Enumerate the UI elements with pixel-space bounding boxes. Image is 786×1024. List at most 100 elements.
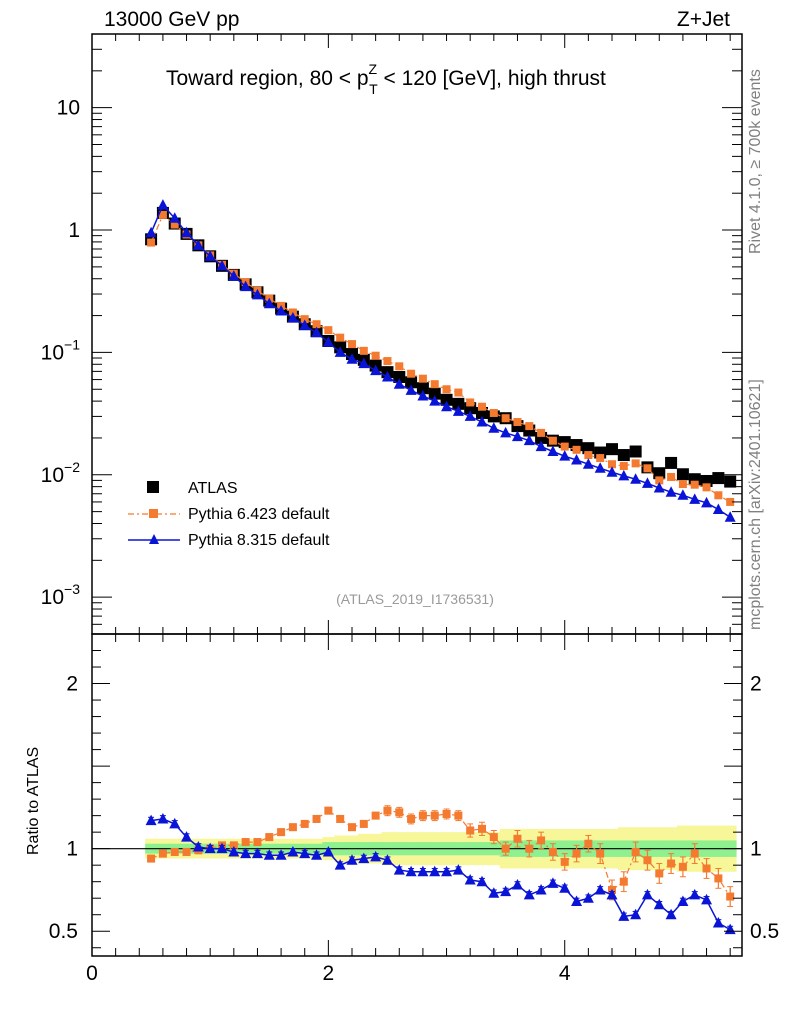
ratio-pythia8-point — [606, 888, 618, 900]
ratio-pythia6-point — [336, 814, 345, 823]
ratio-pythia6-point — [596, 849, 605, 858]
atlas-point — [665, 456, 678, 469]
process-label: Z+Jet — [677, 8, 730, 31]
ratio-pythia8-point — [653, 898, 665, 910]
ratio-pythia6-point — [288, 823, 297, 832]
ratio-pythia8-point — [287, 845, 299, 857]
pythia8-point — [417, 390, 429, 401]
ratio-pythia6-point — [383, 806, 392, 815]
ratio-pythia8-point — [145, 814, 157, 826]
ratio-x-tick-label: 0 — [86, 962, 98, 985]
ratio-y-tick-label-left: 0.5 — [49, 920, 78, 943]
pythia8-point — [488, 422, 500, 433]
ratio-panel-data — [92, 805, 742, 935]
ratio-pythia8-point — [712, 916, 724, 928]
pythia6-point — [560, 442, 569, 451]
ratio-pythia6-point — [513, 834, 522, 843]
ratio-x-tick-label: 4 — [559, 962, 571, 985]
pythia8-point — [500, 426, 512, 438]
ratio-pythia6-point — [407, 814, 416, 823]
pythia8-point — [523, 434, 535, 446]
ratio-pythia8-point — [547, 877, 559, 888]
pythia8-point — [381, 370, 393, 382]
pythia6-point — [147, 238, 156, 247]
ratio-panel-axes: 0 2 4 0.5 0.5 1 1 2 2 — [49, 634, 779, 985]
ratio-y-tick-label-right: 1 — [750, 838, 762, 861]
ratio-pythia6-point — [359, 819, 368, 828]
ratio-pythia6-point — [158, 849, 167, 858]
ratio-pythia6-point — [300, 819, 309, 828]
pythia8-point — [311, 326, 323, 338]
ratio-pythia8-point — [535, 883, 547, 895]
pythia8-point — [181, 226, 193, 238]
ratio-pythia8-point — [452, 864, 464, 875]
pythia8-point — [405, 384, 417, 395]
pythia8-point — [429, 395, 441, 406]
main-y-tick-label: 10−3 — [41, 581, 81, 609]
pythia6-point — [631, 459, 640, 468]
pythia8-point — [724, 511, 736, 522]
ratio-pythia6-point — [466, 826, 475, 835]
ratio-pythia8-point — [500, 885, 512, 897]
ratio-pythia6-point — [548, 847, 557, 856]
ratio-pythia6-point — [489, 833, 498, 842]
pythia8-point — [251, 288, 263, 300]
pythia8-point — [582, 458, 594, 469]
ratio-pythia6-point — [241, 838, 250, 847]
atlas-point — [712, 472, 725, 485]
pythia6-point — [430, 380, 439, 389]
ratio-pythia6-point — [265, 833, 274, 842]
pythia8-point — [322, 336, 334, 347]
pythia8-point — [240, 280, 252, 292]
pythia6-point — [702, 483, 711, 492]
ratio-x-tick-label: 2 — [323, 962, 335, 985]
main-y-tick-base: 10 — [41, 586, 64, 609]
pythia8-point — [204, 250, 216, 261]
ratio-pythia8-point — [441, 865, 453, 877]
ratio-pythia8-point — [677, 895, 689, 907]
pythia6-point — [667, 472, 676, 481]
ratio-pythia8-point — [582, 892, 594, 903]
ratio-pythia6-point — [667, 859, 676, 868]
pythia6-point — [513, 418, 522, 427]
ratio-pythia6-point — [312, 814, 321, 823]
ratio-pythia6-point — [690, 849, 699, 858]
ratio-pythia8-point — [169, 817, 181, 829]
pythia8-point — [346, 353, 358, 364]
ratio-pythia8-point — [417, 865, 429, 877]
pythia6-point — [348, 340, 356, 349]
main-y-tick-base: 10 — [41, 464, 64, 487]
ratio-panel-frame — [91, 633, 743, 957]
ratio-pythia8-point — [724, 923, 736, 935]
pythia6-point — [383, 357, 392, 366]
pythia6-point — [418, 374, 427, 383]
pythia6-point — [572, 445, 581, 454]
ratio-pythia6-point — [726, 892, 735, 901]
pythia6-point — [336, 333, 345, 342]
pythia6-point — [371, 351, 380, 360]
atlas-point — [416, 382, 429, 395]
pythia6-point — [678, 480, 687, 489]
ratio-pythia6-point — [277, 828, 286, 837]
pythia8-point — [464, 410, 476, 421]
pythia8-point — [169, 212, 181, 223]
ratio-pythia6-point — [501, 844, 510, 853]
main-y-tick-label: 1 — [68, 219, 80, 242]
pythia6-point — [466, 398, 475, 407]
pythia8-point — [630, 473, 642, 484]
ratio-pythia6-point — [147, 854, 156, 863]
ratio-pythia8-point — [204, 842, 216, 854]
ratio-pythia6-point — [418, 811, 427, 820]
ratio-pythia8-point — [299, 847, 311, 859]
pythia8-point — [641, 477, 653, 488]
atlas-point — [405, 376, 418, 389]
pythia6-point — [478, 402, 486, 411]
pythia6-point — [395, 362, 404, 371]
ratio-pythia6-point — [714, 874, 723, 883]
ratio-pythia6-point — [324, 806, 333, 815]
ratio-pythia8-point — [476, 875, 488, 887]
ratio-pythia8-point — [157, 812, 169, 824]
legend-marker-pythia8 — [149, 534, 159, 544]
